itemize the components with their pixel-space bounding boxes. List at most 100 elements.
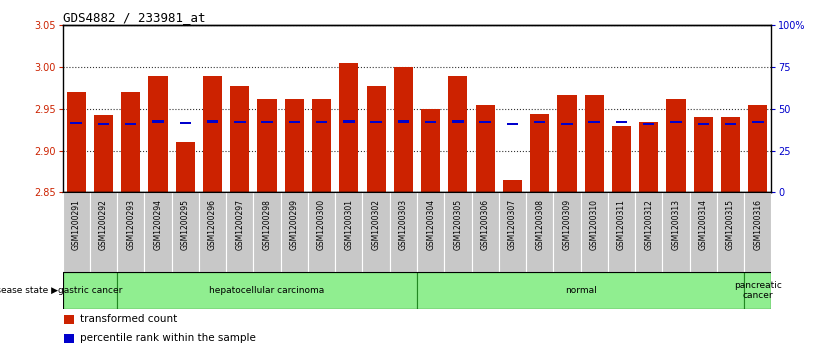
Bar — [258, 99, 277, 192]
Text: GSM1200292: GSM1200292 — [99, 199, 108, 250]
Bar — [98, 123, 109, 125]
Text: GSM1200307: GSM1200307 — [508, 199, 517, 250]
Text: GSM1200293: GSM1200293 — [126, 199, 135, 250]
Bar — [230, 86, 249, 192]
Bar — [121, 92, 140, 192]
Bar — [580, 192, 608, 272]
Bar — [176, 142, 195, 192]
Bar — [339, 63, 359, 192]
Bar — [471, 192, 499, 272]
Text: GSM1200301: GSM1200301 — [344, 199, 354, 250]
Bar — [226, 192, 254, 272]
Bar — [398, 120, 409, 123]
Bar — [289, 121, 300, 123]
Bar — [725, 123, 736, 125]
Bar — [585, 95, 604, 192]
Bar — [316, 121, 327, 123]
Bar — [63, 192, 90, 272]
Text: GSM1200316: GSM1200316 — [753, 199, 762, 250]
Text: GSM1200313: GSM1200313 — [671, 199, 681, 250]
Bar — [643, 123, 655, 125]
Bar — [234, 121, 245, 123]
Bar — [179, 122, 191, 124]
Text: GSM1200306: GSM1200306 — [480, 199, 490, 250]
Bar — [475, 105, 495, 192]
Text: GSM1200297: GSM1200297 — [235, 199, 244, 250]
Bar — [261, 121, 273, 123]
Bar — [615, 121, 627, 123]
Bar — [608, 192, 636, 272]
Bar — [690, 192, 717, 272]
Bar — [671, 121, 681, 123]
Bar — [363, 192, 389, 272]
Bar — [312, 99, 331, 192]
Bar — [553, 192, 580, 272]
Text: GSM1200312: GSM1200312 — [644, 199, 653, 250]
Bar — [335, 192, 363, 272]
Text: pancreatic
cancer: pancreatic cancer — [734, 281, 781, 300]
Text: hepatocellular carcinoma: hepatocellular carcinoma — [209, 286, 324, 295]
Text: percentile rank within the sample: percentile rank within the sample — [80, 333, 256, 343]
Bar — [117, 272, 417, 309]
Text: GSM1200296: GSM1200296 — [208, 199, 217, 250]
Bar — [417, 272, 744, 309]
Bar — [148, 76, 168, 192]
Bar — [748, 105, 767, 192]
Bar — [752, 121, 764, 123]
Bar — [94, 115, 113, 192]
Text: GSM1200308: GSM1200308 — [535, 199, 545, 250]
Bar — [207, 120, 219, 123]
Bar — [639, 122, 658, 192]
Bar — [507, 123, 518, 125]
Bar — [526, 192, 553, 272]
Bar — [666, 99, 686, 192]
Bar — [117, 192, 144, 272]
Bar — [697, 123, 709, 125]
Bar — [125, 123, 137, 125]
Text: GSM1200295: GSM1200295 — [181, 199, 190, 250]
Bar — [308, 192, 335, 272]
Bar — [90, 192, 117, 272]
Bar — [254, 192, 281, 272]
Bar — [64, 315, 74, 324]
Bar — [717, 192, 744, 272]
Bar — [343, 120, 354, 123]
Text: GSM1200300: GSM1200300 — [317, 199, 326, 250]
Bar — [70, 122, 82, 124]
Bar — [172, 192, 198, 272]
Text: normal: normal — [565, 286, 596, 295]
Bar — [499, 192, 526, 272]
Bar — [389, 192, 417, 272]
Bar — [744, 192, 771, 272]
Bar — [63, 272, 117, 309]
Bar — [425, 121, 436, 123]
Text: GSM1200291: GSM1200291 — [72, 199, 81, 250]
Bar — [636, 192, 662, 272]
Bar — [452, 120, 464, 123]
Text: disease state ▶: disease state ▶ — [0, 286, 58, 295]
Bar — [589, 121, 600, 123]
Text: transformed count: transformed count — [80, 314, 178, 325]
Bar — [203, 76, 222, 192]
Text: GSM1200304: GSM1200304 — [426, 199, 435, 250]
Bar — [721, 117, 740, 192]
Text: GSM1200305: GSM1200305 — [454, 199, 462, 250]
Text: GSM1200311: GSM1200311 — [617, 199, 626, 250]
Bar — [67, 92, 86, 192]
Bar — [153, 120, 163, 123]
Text: GSM1200314: GSM1200314 — [699, 199, 708, 250]
Bar — [503, 180, 522, 192]
Bar — [694, 117, 713, 192]
Bar — [198, 192, 226, 272]
Bar — [662, 192, 690, 272]
Text: GSM1200309: GSM1200309 — [562, 199, 571, 250]
Bar — [449, 76, 467, 192]
Bar — [417, 192, 445, 272]
Bar — [281, 192, 308, 272]
Text: GSM1200294: GSM1200294 — [153, 199, 163, 250]
Text: GSM1200310: GSM1200310 — [590, 199, 599, 250]
Bar — [744, 272, 771, 309]
Bar — [367, 86, 385, 192]
Text: GSM1200315: GSM1200315 — [726, 199, 735, 250]
Bar — [284, 99, 304, 192]
